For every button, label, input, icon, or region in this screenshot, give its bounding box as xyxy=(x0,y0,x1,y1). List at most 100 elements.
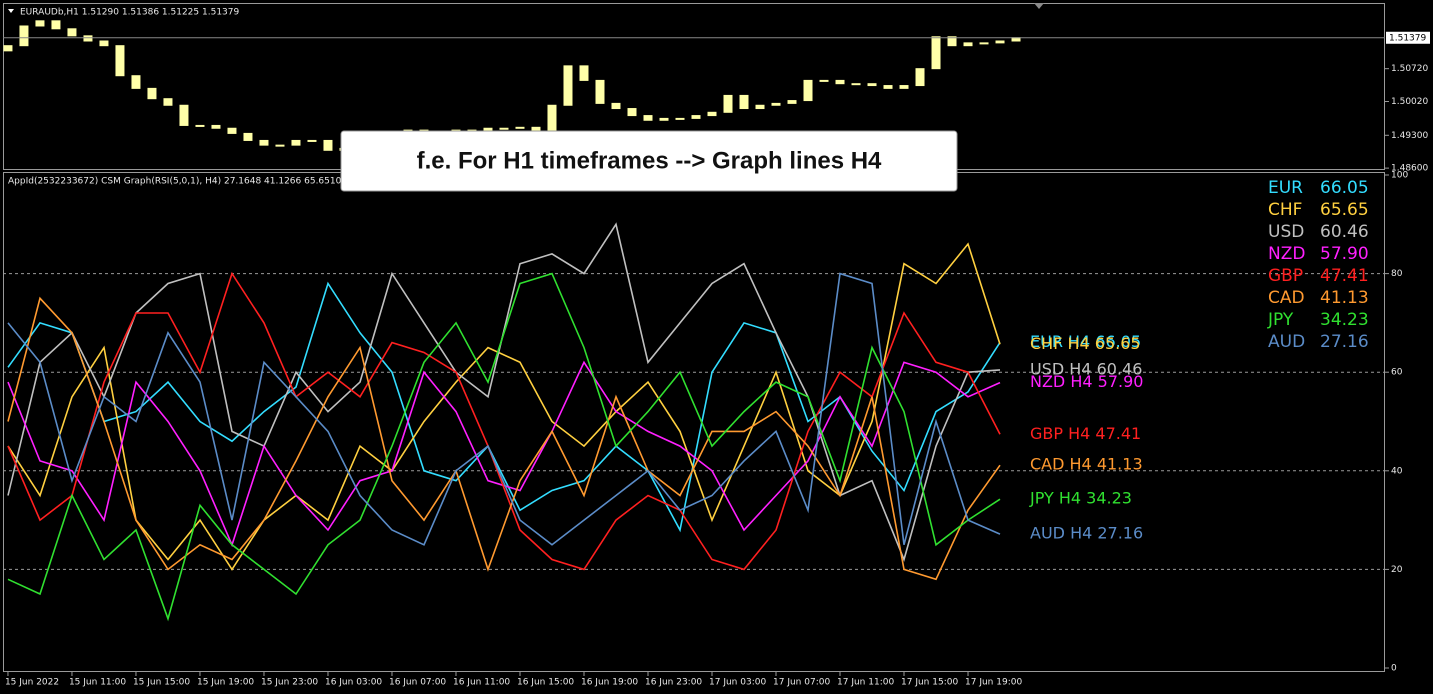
candle-body xyxy=(995,40,1005,44)
x-tick-label: 17 Jun 07:00 xyxy=(773,678,830,688)
legend-name: EUR xyxy=(1268,178,1303,198)
current-price-box xyxy=(1386,31,1430,44)
x-tick-label: 16 Jun 03:00 xyxy=(325,678,382,688)
y-tick-label: 1.50020 xyxy=(1391,97,1428,107)
series-line xyxy=(7,281,1001,533)
series-line xyxy=(7,296,1001,581)
y-tick-label: 0 xyxy=(1391,664,1397,674)
candle-body xyxy=(259,139,269,146)
candle-body xyxy=(851,83,861,86)
candle-body xyxy=(147,87,157,100)
candle-body xyxy=(595,79,605,104)
y-tick-label: 60 xyxy=(1391,368,1403,378)
candle-body xyxy=(963,42,973,47)
end-label: JPY H4 34.23 xyxy=(1029,489,1132,508)
legend-value: 65.65 xyxy=(1320,200,1369,220)
candle-body xyxy=(531,126,541,131)
legend-value: 66.05 xyxy=(1320,178,1369,198)
x-tick-label: 17 Jun 19:00 xyxy=(965,678,1022,688)
legend-value: 27.16 xyxy=(1320,332,1369,352)
candle-body xyxy=(547,104,557,131)
candle-body xyxy=(195,124,205,127)
legend-name: USD xyxy=(1268,222,1304,242)
series-line xyxy=(7,360,1001,548)
x-tick-label: 16 Jun 19:00 xyxy=(581,678,638,688)
x-tick-label: 16 Jun 11:00 xyxy=(453,678,510,688)
candle-body xyxy=(115,45,125,77)
candle-body xyxy=(99,40,109,47)
candle-body xyxy=(579,65,589,81)
x-tick-label: 15 Jun 23:00 xyxy=(261,678,318,688)
candle-body xyxy=(947,36,957,47)
candle-body xyxy=(35,20,45,27)
candle-body xyxy=(499,127,509,130)
candle-body xyxy=(707,111,717,117)
end-label: CAD H4 41.13 xyxy=(1030,455,1143,474)
y-tick-label: 1.50720 xyxy=(1391,64,1428,74)
candle-body xyxy=(307,139,317,142)
candle-body xyxy=(83,35,93,42)
series-line xyxy=(7,242,1001,571)
candle-body xyxy=(67,28,77,37)
candle-body xyxy=(803,79,813,102)
candle-body xyxy=(771,102,781,106)
x-tick-label: 17 Jun 11:00 xyxy=(837,678,894,688)
end-label: GBP H4 47.41 xyxy=(1030,424,1141,443)
candle-body xyxy=(643,115,653,121)
candle-body xyxy=(819,79,829,82)
plot-layer: 1.48600 1.49300 1.50020 1.50720 1.51379 0 20 40… xyxy=(3,20,1430,688)
candle-body xyxy=(755,104,765,110)
candle-body xyxy=(211,124,221,129)
legend-name: NZD xyxy=(1268,244,1305,264)
legend-name: AUD xyxy=(1268,332,1305,352)
y-tick-label: 100 xyxy=(1391,171,1408,181)
candle-body xyxy=(867,83,877,87)
candle-body xyxy=(323,139,333,151)
series-line xyxy=(7,272,1001,546)
candle-body xyxy=(979,42,989,45)
candle-body xyxy=(611,102,621,110)
end-label: NZD H4 57.90 xyxy=(1030,372,1143,391)
candle-body xyxy=(931,36,941,70)
menu-arrow[interactable] xyxy=(8,9,14,13)
y-tick-label: 1.48600 xyxy=(1391,164,1428,174)
x-tick-label: 16 Jun 07:00 xyxy=(389,678,446,688)
candle-body xyxy=(787,100,797,104)
legend-name: CHF xyxy=(1268,200,1302,220)
shift-marker xyxy=(1034,3,1044,9)
candle-body xyxy=(659,117,669,121)
candle-body xyxy=(179,104,189,126)
legend-value: 41.13 xyxy=(1320,288,1369,308)
x-tick-label: 15 Jun 19:00 xyxy=(197,678,254,688)
candle-body xyxy=(483,127,493,131)
current-price-label: 1.51379 xyxy=(1389,33,1426,43)
candle-body xyxy=(131,75,141,89)
candle-body xyxy=(515,126,525,129)
candle-body xyxy=(3,45,13,52)
candle-body xyxy=(691,115,701,119)
candle-body xyxy=(899,85,909,89)
series-line xyxy=(7,272,1001,622)
annotation-background xyxy=(340,130,958,192)
candle-body xyxy=(291,139,301,146)
x-tick-label: 17 Jun 15:00 xyxy=(901,678,958,688)
legend-name: GBP xyxy=(1268,266,1303,286)
y-tick-label: 1.49300 xyxy=(1391,131,1428,141)
y-tick-label: 80 xyxy=(1391,269,1403,279)
legend-name: JPY xyxy=(1267,310,1294,330)
indicator-title: AppId(2532233672) CSM Graph(RSI(5,0,1), … xyxy=(8,177,365,187)
candle-body xyxy=(883,85,893,89)
end-label: USD H4 60.46 xyxy=(1030,359,1142,378)
candle-body xyxy=(275,144,285,147)
x-tick-label: 15 Jun 2022 xyxy=(5,678,59,688)
x-tick-label: 16 Jun 15:00 xyxy=(517,678,574,688)
annotation-box: f.e. For H1 timeframes --> Graph lines H… xyxy=(340,130,958,192)
candle-body xyxy=(739,94,749,110)
series-line xyxy=(7,271,1001,571)
legend-value: 47.41 xyxy=(1320,266,1369,286)
candle-body xyxy=(227,127,237,134)
candle-body xyxy=(243,132,253,141)
annotation-text: f.e. For H1 timeframes --> Graph lines H… xyxy=(417,147,882,174)
candle-body xyxy=(915,68,925,87)
